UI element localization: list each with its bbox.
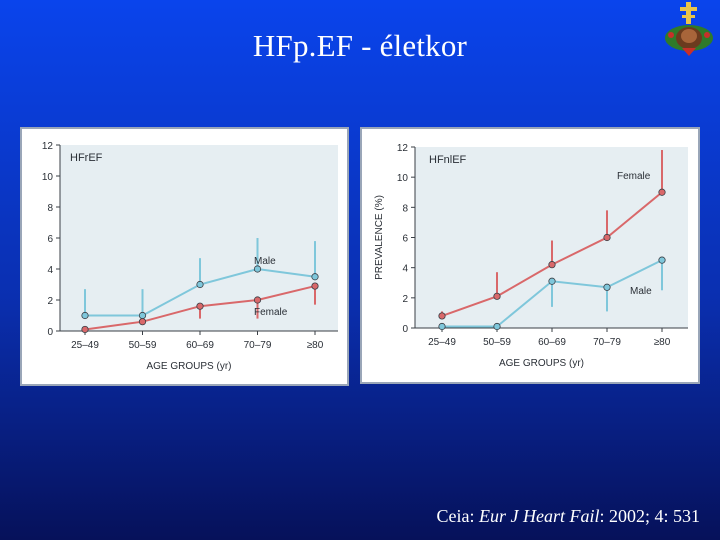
data-point-male <box>138 311 147 320</box>
y-tick-label: 2 <box>47 296 53 307</box>
panel-label: HFrEF <box>70 152 103 164</box>
data-point-male <box>81 311 89 320</box>
data-point-male <box>603 283 611 291</box>
x-tick-label: 25–49 <box>428 337 456 348</box>
x-tick-label: 70–79 <box>244 340 272 351</box>
data-point-male <box>311 273 319 281</box>
citation-ref: : 2002; 4: 531 <box>599 506 700 526</box>
data-point-male <box>253 265 262 273</box>
y-tick-label: 4 <box>402 264 408 275</box>
x-tick-label: 60–69 <box>538 337 566 348</box>
y-tick-label: 10 <box>397 173 409 184</box>
cross-wreath-icon <box>665 2 713 56</box>
y-axis-label: PREVALENCE (%) <box>374 195 385 280</box>
chart-panel-hfnlef: 0 2 4 6 8 10 12 25–49 50–59 60–69 70–79 ≥80 AGE GROU… <box>360 127 700 384</box>
y-tick-label: 4 <box>47 265 53 276</box>
data-point-male <box>548 277 556 285</box>
panel-label: HFnlEF <box>429 154 467 166</box>
y-tick-label: 8 <box>47 203 53 214</box>
chart-hfnlef: 0 2 4 6 8 10 12 25–49 50–59 60–69 70–79 ≥80 AGE GROU… <box>374 143 688 369</box>
chart-panel-hfref: 0 2 4 6 8 10 12 25–49 50–59 60–69 70–79 ≥80 AGE GROU… <box>20 127 349 386</box>
y-tick-label: 10 <box>42 172 54 183</box>
citation-author: Ceia: <box>436 506 479 526</box>
x-tick-label: ≥80 <box>307 340 324 351</box>
data-point-male <box>438 322 446 331</box>
series-label-male: Male <box>254 256 276 267</box>
x-tick-label: 50–59 <box>129 340 157 351</box>
data-point-male <box>196 280 204 289</box>
y-tick-label: 0 <box>402 324 408 335</box>
y-tick-label: 6 <box>47 234 53 245</box>
data-point-female <box>603 233 611 242</box>
citation: Ceia: Eur J Heart Fail: 2002; 4: 531 <box>437 506 701 527</box>
slide-title: HFp.EF - életkor <box>252 28 468 63</box>
y-tick-label: 2 <box>402 294 408 305</box>
data-point-female <box>493 292 501 300</box>
plot-area <box>60 145 338 331</box>
data-point-female <box>311 282 319 290</box>
y-tick-label: 0 <box>47 327 53 338</box>
series-label-male: Male <box>630 286 652 297</box>
y-tick-label: 6 <box>402 234 408 245</box>
data-point-female <box>253 296 262 304</box>
data-point-male <box>493 322 501 331</box>
x-tick-label: 50–59 <box>483 337 511 348</box>
y-tick-label: 8 <box>402 203 408 214</box>
y-tick-label: 12 <box>397 143 409 154</box>
x-tick-label: ≥80 <box>654 337 671 348</box>
chart-hfref: 0 2 4 6 8 10 12 25–49 50–59 60–69 70–79 ≥80 AGE GROU… <box>42 141 338 372</box>
series-label-female: Female <box>254 307 288 318</box>
data-point-female <box>658 188 666 196</box>
data-point-female <box>138 318 147 326</box>
data-point-female <box>196 302 204 310</box>
x-tick-label: 25–49 <box>71 340 99 351</box>
citation-journal: Eur J Heart Fail <box>479 506 600 526</box>
series-label-female: Female <box>617 171 651 182</box>
x-axis-label: AGE GROUPS (yr) <box>499 358 584 369</box>
x-tick-label: 70–79 <box>593 337 621 348</box>
data-point-male <box>658 256 666 264</box>
x-tick-label: 60–69 <box>186 340 214 351</box>
data-point-female <box>548 261 556 269</box>
x-axis-label: AGE GROUPS (yr) <box>146 361 231 372</box>
data-point-female <box>81 325 89 334</box>
y-tick-label: 12 <box>42 141 54 152</box>
data-point-female <box>438 312 446 320</box>
